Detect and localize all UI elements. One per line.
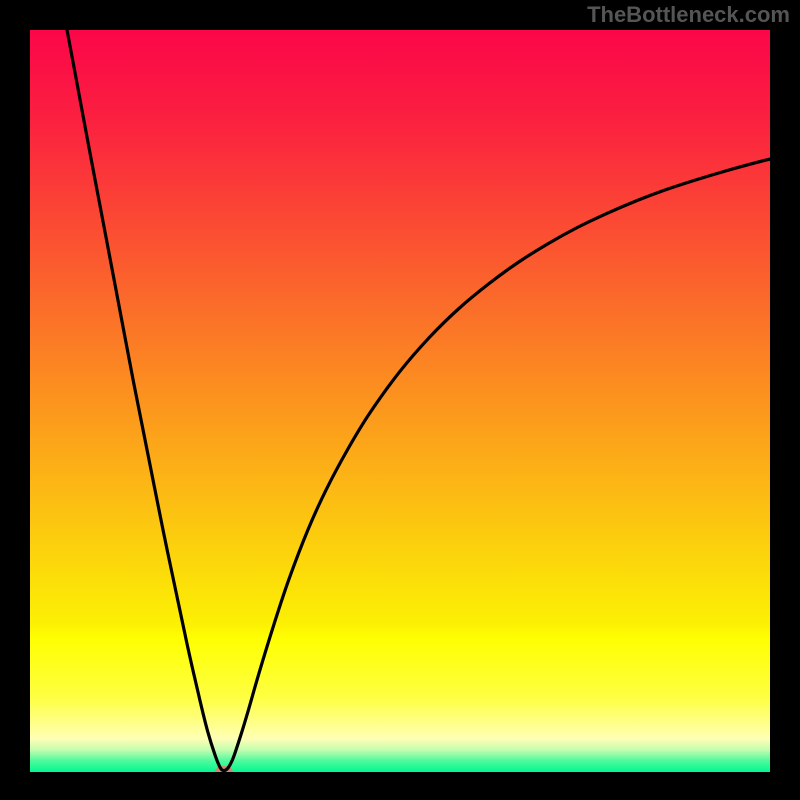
chart-background bbox=[30, 30, 770, 772]
chart-svg bbox=[30, 30, 770, 772]
chart-root: TheBottleneck.com bbox=[0, 0, 800, 800]
chart-plot-area bbox=[30, 30, 770, 772]
watermark-label: TheBottleneck.com bbox=[587, 2, 790, 28]
